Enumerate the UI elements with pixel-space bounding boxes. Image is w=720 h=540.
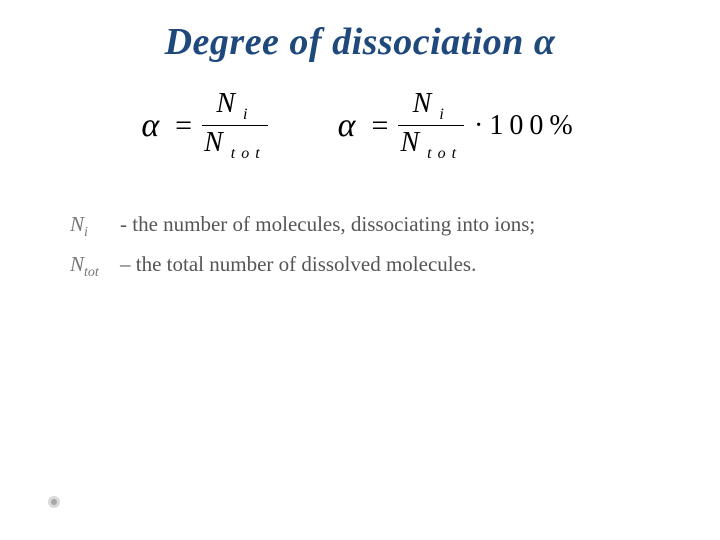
- slide: Degree of dissociation α α = Ni Ntot α =…: [0, 0, 720, 540]
- numerator-sub: i: [439, 106, 449, 123]
- sym-main: N: [70, 252, 84, 276]
- numerator-main: N: [216, 88, 241, 119]
- formula-ratio: α = Ni Ntot: [141, 89, 267, 162]
- denominator-main: N: [400, 127, 425, 158]
- numerator: Ni: [214, 89, 255, 123]
- definition-text: - the number of molecules, dissociating …: [120, 212, 535, 237]
- percent-tail: ·100%: [474, 110, 579, 142]
- denominator-sub: tot: [231, 145, 266, 162]
- sym-main: N: [70, 212, 84, 236]
- equals-sign: =: [372, 109, 389, 143]
- denominator: Ntot: [202, 128, 268, 162]
- slide-title: Degree of dissociation α: [0, 0, 720, 64]
- alpha-symbol: α: [141, 107, 165, 145]
- formulas-row: α = Ni Ntot α = Ni Ntot: [0, 89, 720, 162]
- definition-text: – the total number of dissolved molecule…: [120, 252, 476, 277]
- alpha-symbol: α: [338, 107, 362, 145]
- formula-percent: α = Ni Ntot ·100%: [338, 89, 579, 162]
- fraction: Ni Ntot: [398, 89, 464, 162]
- numerator: Ni: [411, 89, 452, 123]
- denominator: Ntot: [398, 128, 464, 162]
- fraction-bar: [202, 125, 268, 126]
- definition-symbol: Ni: [70, 212, 120, 241]
- fraction: Ni Ntot: [202, 89, 268, 162]
- equals-sign: =: [175, 109, 192, 143]
- definition-symbol: Ntot: [70, 252, 120, 281]
- denominator-main: N: [204, 127, 229, 158]
- definitions: Ni - the number of molecules, dissociati…: [70, 212, 720, 280]
- numerator-sub: i: [243, 106, 253, 123]
- sym-sub: i: [84, 226, 88, 241]
- slide-bullet-icon: [48, 496, 60, 508]
- numerator-main: N: [413, 88, 438, 119]
- sym-sub: tot: [84, 265, 99, 280]
- definition-line: Ntot – the total number of dissolved mol…: [70, 252, 720, 281]
- denominator-sub: tot: [427, 145, 462, 162]
- definition-line: Ni - the number of molecules, dissociati…: [70, 212, 720, 241]
- bullet-inner: [51, 499, 57, 505]
- fraction-bar: [398, 125, 464, 126]
